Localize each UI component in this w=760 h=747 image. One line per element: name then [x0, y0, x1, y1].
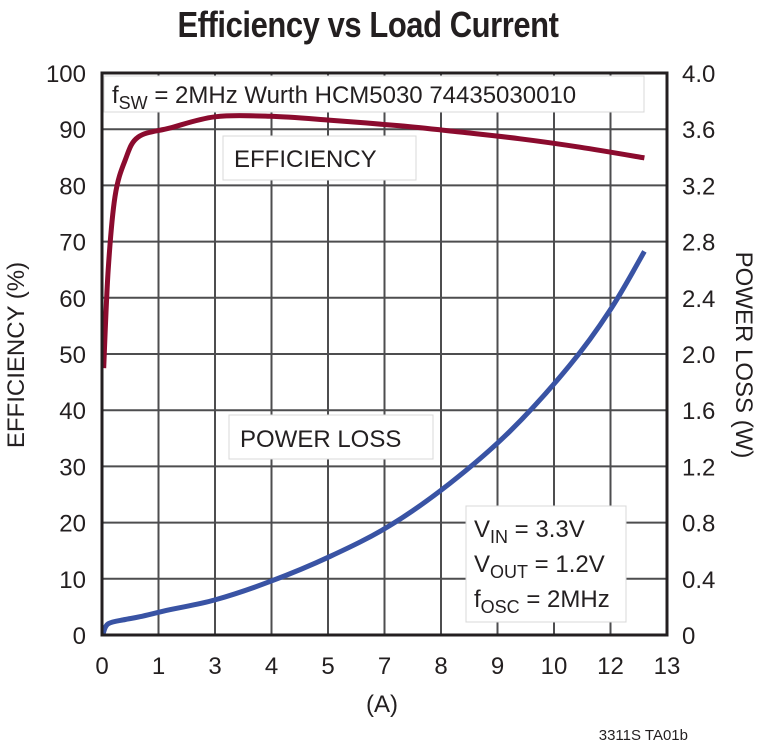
y-tick-label: 60 [59, 286, 86, 313]
x-tick-label: 8 [434, 653, 447, 680]
y-tick-label: 30 [59, 454, 86, 481]
x-axis-label: (A) [366, 691, 398, 718]
x-tick-label: 10 [541, 653, 568, 680]
x-tick-label: 13 [654, 653, 681, 680]
plot-frame [100, 71, 669, 637]
efficiency-curve [101, 113, 645, 369]
y2-tick-label: 0.4 [682, 567, 715, 594]
x-tick-label: 0 [95, 653, 108, 680]
annotation-box [228, 414, 434, 460]
annotation-box [103, 75, 645, 113]
label-boxes [103, 75, 645, 623]
power-loss-curve-label: POWER LOSS [240, 426, 401, 453]
vout-condition: VOUT = 1.2V [474, 551, 605, 582]
y-tick-label: 70 [59, 230, 86, 257]
x-tick-label: 5 [321, 653, 334, 680]
y-tick-label: 40 [59, 398, 86, 425]
y2-axis-label: POWER LOSS (W) [730, 252, 757, 459]
y-tick-label: 10 [59, 567, 86, 594]
y-tick-label: 90 [59, 117, 86, 144]
y2-tick-label: 1.2 [682, 454, 715, 481]
y2-tick-label: 0.8 [682, 511, 715, 538]
power-loss-curve [100, 250, 647, 635]
y2-tick-label: 2.8 [682, 230, 715, 257]
y2-tick-label: 2.0 [682, 342, 715, 369]
y-tick-label: 100 [46, 61, 86, 88]
x-tick-label: 7 [378, 653, 391, 680]
y-axis-label: EFFICIENCY (%) [3, 262, 30, 448]
x-tick-label: 1 [152, 653, 165, 680]
y-tick-label: 50 [59, 342, 86, 369]
y2-tick-label: 4.0 [682, 61, 715, 88]
chart-title: Efficiency vs Load Current [177, 4, 559, 45]
x-tick-label: 9 [491, 653, 504, 680]
y2-tick-label: 0 [682, 623, 695, 650]
efficiency-curve-label: EFFICIENCY [234, 146, 377, 173]
annotation-box [222, 135, 417, 181]
data-curves [100, 113, 647, 635]
annotation-box [465, 505, 627, 623]
figure-id: 3311S TA01b [599, 727, 688, 744]
y2-axis-ticks: 0 0.4 0.8 1.2 1.6 2.0 2.4 2.8 3.2 3.6 4.0 [682, 61, 715, 650]
y2-tick-label: 3.6 [682, 117, 715, 144]
switching-frequency-note: fSW = 2MHz Wurth HCM5030 74435030010 [112, 82, 576, 113]
y-tick-label: 0 [73, 623, 86, 650]
y2-tick-label: 3.2 [682, 173, 715, 200]
y-tick-label: 20 [59, 511, 86, 538]
y-tick-label: 80 [59, 173, 86, 200]
operating-conditions: VIN = 3.3V VOUT = 1.2V fOSC = 2MHz [474, 516, 610, 617]
fosc-condition: fOSC = 2MHz [474, 586, 610, 617]
y2-tick-label: 2.4 [682, 286, 715, 313]
x-tick-label: 4 [265, 653, 278, 680]
y2-tick-label: 1.6 [682, 398, 715, 425]
y-axis-ticks: 0 10 20 30 40 50 60 70 80 90 100 [46, 61, 86, 650]
x-tick-label: 12 [597, 653, 624, 680]
vin-condition: VIN = 3.3V [474, 516, 585, 547]
x-axis-ticks: 0 1 3 4 5 7 8 9 10 12 13 [95, 653, 680, 680]
x-tick-label: 3 [208, 653, 221, 680]
